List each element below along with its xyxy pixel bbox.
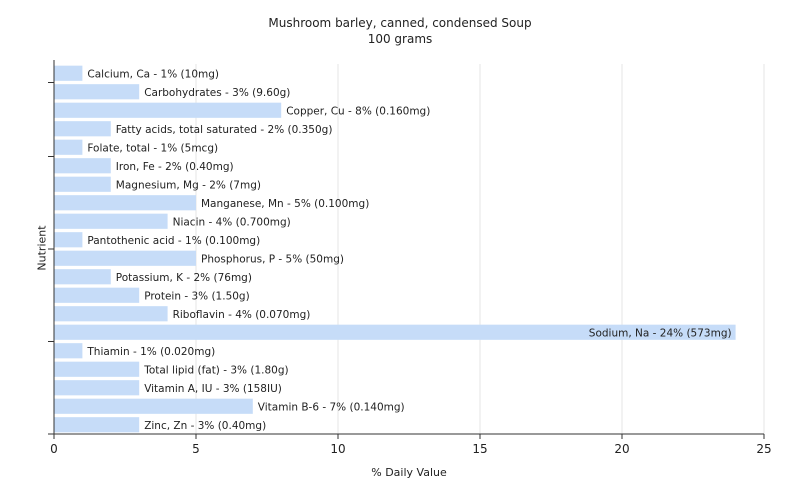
bar <box>54 102 282 118</box>
bar <box>54 250 196 266</box>
bar-label: Thiamin - 1% (0.020mg) <box>86 346 215 358</box>
bar-label: Copper, Cu - 8% (0.160mg) <box>286 105 430 117</box>
bar <box>54 343 83 359</box>
bar-label: Magnesium, Mg - 2% (7mg) <box>116 179 261 191</box>
bar <box>54 176 111 192</box>
bar-label: Pantothenic acid - 1% (0.100mg) <box>87 235 260 247</box>
bar <box>54 398 253 414</box>
bar-label: Potassium, K - 2% (76mg) <box>116 272 252 284</box>
bar <box>54 121 111 137</box>
x-axis-label: % Daily Value <box>371 466 447 479</box>
bar <box>54 287 140 303</box>
bar-label: Niacin - 4% (0.700mg) <box>173 216 291 228</box>
bar-label: Iron, Fe - 2% (0.40mg) <box>116 161 234 173</box>
x-tick-label: 25 <box>756 442 771 456</box>
bar-label: Sodium, Na - 24% (573mg) <box>589 327 732 339</box>
bar-label: Folate, total - 1% (5mcg) <box>87 142 218 154</box>
x-tick-label: 20 <box>614 442 629 456</box>
bar <box>54 417 140 433</box>
bar <box>54 213 168 229</box>
bar <box>54 361 140 377</box>
bar <box>54 65 83 81</box>
x-tick-label: 15 <box>472 442 487 456</box>
x-tick-label: 0 <box>50 442 58 456</box>
bar-label: Vitamin B-6 - 7% (0.140mg) <box>258 401 405 413</box>
bar <box>54 324 736 340</box>
bar-label: Carbohydrates - 3% (9.60g) <box>144 87 290 99</box>
bar-label: Total lipid (fat) - 3% (1.80g) <box>143 364 288 376</box>
x-tick-label: 10 <box>330 442 345 456</box>
bar <box>54 269 111 285</box>
bar <box>54 158 111 174</box>
x-tick-label: 5 <box>192 442 200 456</box>
y-axis-label: Nutrient <box>35 225 49 271</box>
chart-title: Mushroom barley, canned, condensed Soup <box>268 16 532 30</box>
bar-label: Fatty acids, total saturated - 2% (0.350… <box>116 124 333 136</box>
bar <box>54 380 140 396</box>
bar <box>54 139 83 155</box>
bar-label: Phosphorus, P - 5% (50mg) <box>201 253 344 265</box>
bar <box>54 195 196 211</box>
bar <box>54 306 168 322</box>
bar <box>54 84 140 100</box>
bar-label: Calcium, Ca - 1% (10mg) <box>87 68 219 80</box>
bar-label: Manganese, Mn - 5% (0.100mg) <box>201 198 369 210</box>
bar-label: Riboflavin - 4% (0.070mg) <box>173 309 311 321</box>
bar-label: Zinc, Zn - 3% (0.40mg) <box>144 420 266 432</box>
chart-subtitle: 100 grams <box>367 32 433 46</box>
bar <box>54 232 83 248</box>
bar-label: Vitamin A, IU - 3% (158IU) <box>144 383 282 395</box>
bar-label: Protein - 3% (1.50g) <box>144 290 250 302</box>
